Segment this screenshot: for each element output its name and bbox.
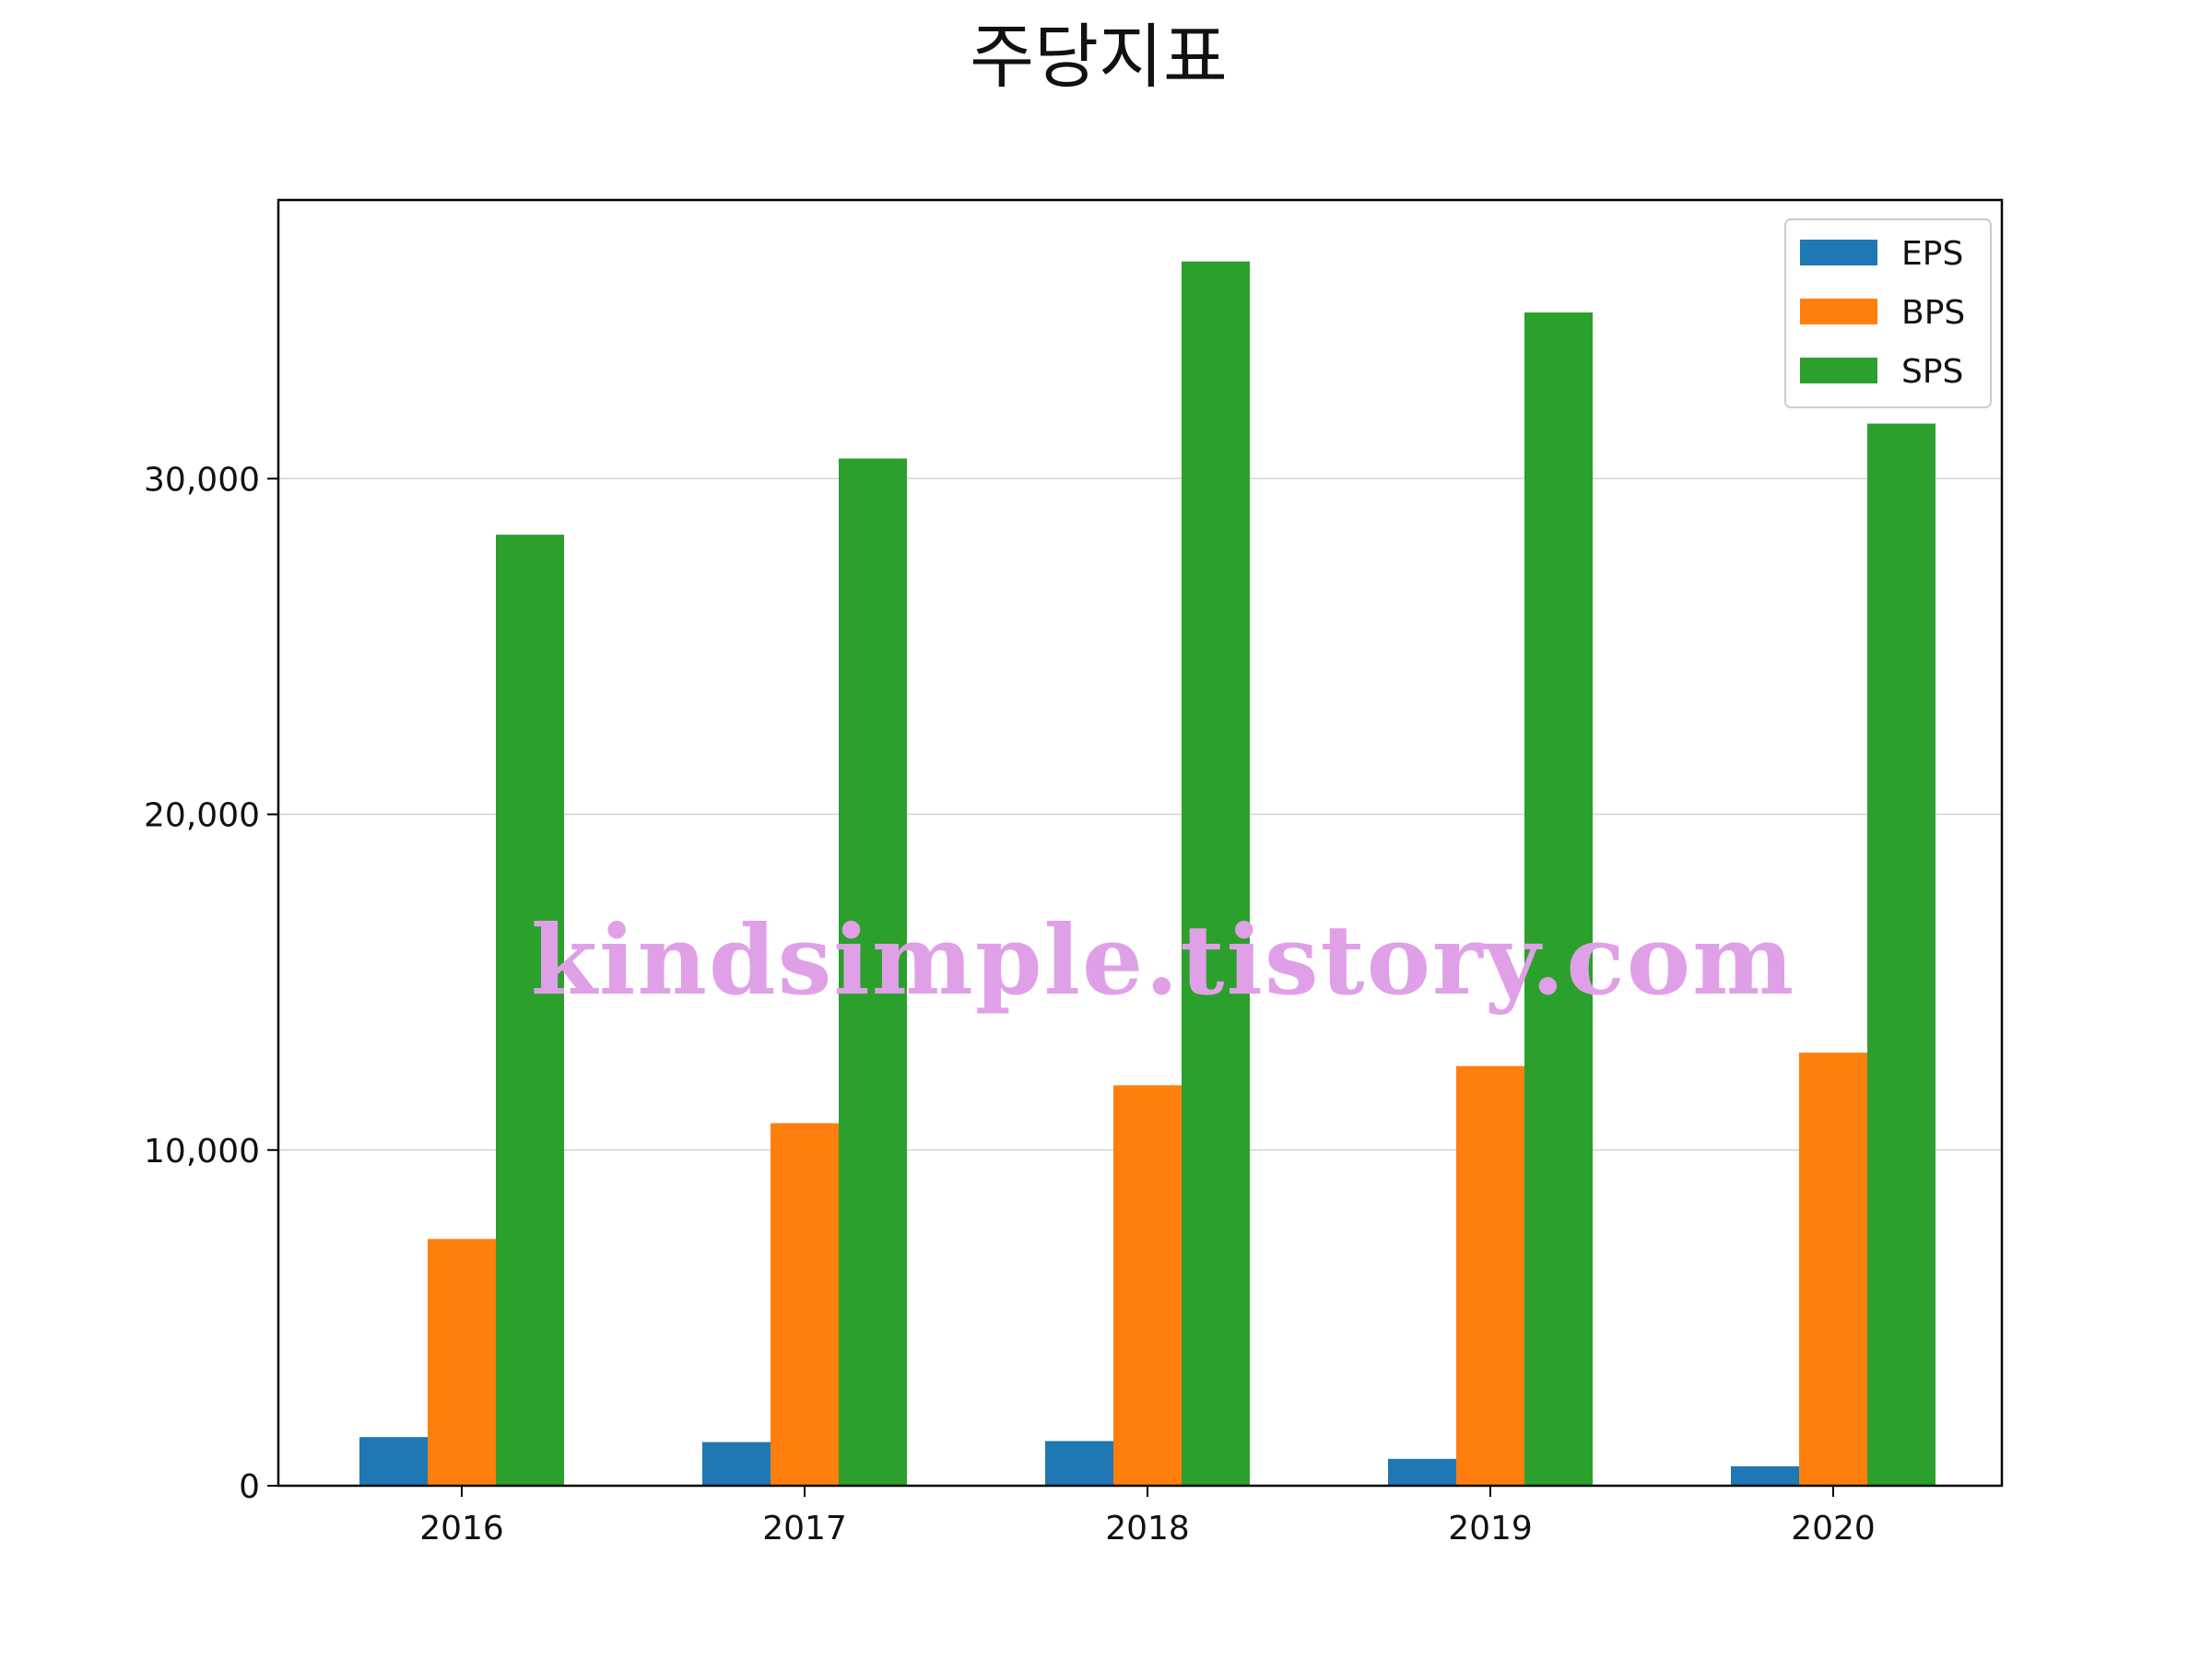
legend: EPS BPS SPS (1784, 218, 1992, 408)
bar-sps-2019 (1524, 312, 1593, 1486)
bar-eps-2016 (359, 1437, 428, 1486)
y-tick-label: 30,000 (144, 461, 260, 499)
x-tick-label: 2018 (1105, 1510, 1190, 1547)
bar-sps-2018 (1182, 261, 1250, 1486)
legend-swatch-eps (1800, 240, 1877, 265)
legend-label-sps: SPS (1901, 353, 1963, 391)
x-tick-label: 2020 (1791, 1510, 1876, 1547)
bar-bps-2016 (428, 1239, 496, 1486)
legend-swatch-sps (1800, 358, 1877, 383)
chart-title: 주당지표 (970, 16, 1228, 98)
bar-sps-2017 (839, 458, 907, 1486)
bar-bps-2019 (1456, 1065, 1524, 1486)
bar-bps-2017 (771, 1123, 839, 1486)
plot-area-frame (276, 198, 2004, 1488)
bar-eps-2020 (1731, 1465, 1799, 1486)
bar-eps-2017 (702, 1441, 771, 1486)
legend-label-bps: BPS (1901, 294, 1965, 332)
x-tick-label: 2016 (419, 1510, 504, 1547)
y-tick-label: 20,000 (144, 797, 260, 835)
x-tick-label: 2019 (1448, 1510, 1533, 1547)
bar-sps-2020 (1867, 423, 1936, 1486)
y-tick-label: 10,000 (144, 1133, 260, 1171)
y-tick-label: 0 (239, 1468, 260, 1506)
bar-eps-2019 (1388, 1458, 1456, 1486)
bar-bps-2018 (1113, 1085, 1182, 1486)
x-tick-label: 2017 (762, 1510, 847, 1547)
bar-sps-2016 (496, 535, 564, 1486)
watermark-text: kindsimple.tistory.com (531, 903, 1795, 1017)
bars (359, 261, 1936, 1486)
bar-bps-2020 (1799, 1053, 1867, 1486)
legend-label-eps: EPS (1901, 235, 1963, 273)
bar-eps-2018 (1045, 1441, 1113, 1486)
legend-swatch-bps (1800, 299, 1877, 324)
axes: 0 10,000 20,000 30,000 2016 2017 2018 2019 2020 (144, 461, 1876, 1547)
